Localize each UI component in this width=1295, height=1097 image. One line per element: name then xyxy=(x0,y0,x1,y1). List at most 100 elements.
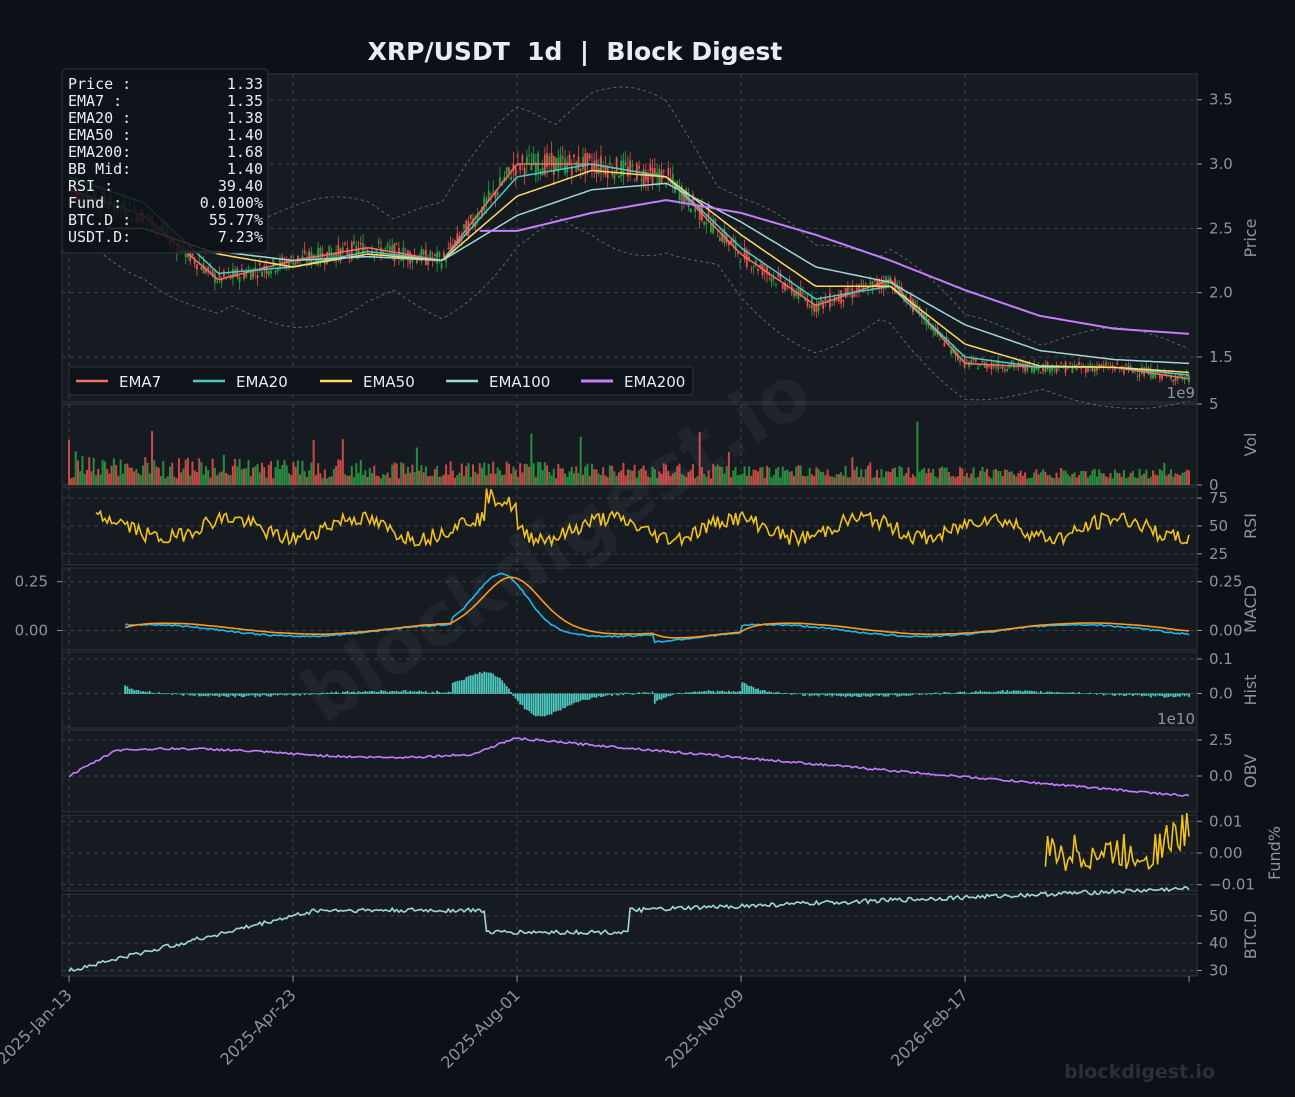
hist-bar xyxy=(337,692,340,694)
candle-body xyxy=(591,163,593,170)
info-value: 1.35 xyxy=(227,92,263,110)
candle-body xyxy=(656,172,658,177)
hist-bar xyxy=(532,693,535,716)
volume-bar xyxy=(1028,477,1031,485)
volume-bar xyxy=(624,475,627,485)
volume-bar xyxy=(665,464,668,485)
legend-label: EMA200 xyxy=(624,373,685,391)
volume-bar xyxy=(1100,473,1103,485)
btcd-ytick-label: 40 xyxy=(1209,934,1228,952)
volume-bar xyxy=(685,476,688,485)
candle-body xyxy=(568,155,571,165)
signal-line xyxy=(124,576,1190,639)
hist-bar xyxy=(929,693,932,695)
candle-body xyxy=(447,247,450,249)
candle-body xyxy=(835,298,838,302)
hist-bar xyxy=(1096,693,1098,695)
volume-bar xyxy=(436,465,439,485)
volume-bar xyxy=(1176,474,1179,485)
volume-bar xyxy=(772,475,775,485)
hist-bar xyxy=(1167,693,1170,697)
volume-bar xyxy=(348,475,351,485)
volume-bar xyxy=(539,461,542,485)
volume-bar xyxy=(653,469,656,485)
volume-bar xyxy=(344,474,347,485)
candle-body xyxy=(523,167,526,176)
volume-bar xyxy=(1069,476,1072,485)
volume-bar xyxy=(828,476,831,485)
hist-bar xyxy=(252,693,254,696)
hist-bar xyxy=(644,692,647,694)
candle-body xyxy=(456,233,459,243)
volume-bar xyxy=(1147,478,1150,485)
candle-body xyxy=(332,253,335,258)
hist-bar xyxy=(759,690,762,694)
hist-bar xyxy=(638,692,641,694)
volume-bar xyxy=(1149,476,1152,485)
candle-body xyxy=(611,172,614,175)
candle-body xyxy=(701,204,703,221)
volume-bar xyxy=(1060,467,1063,485)
volume-bar xyxy=(169,466,172,485)
candle-body xyxy=(308,251,311,260)
volume-bar xyxy=(945,467,948,485)
volume-bar xyxy=(1125,478,1128,485)
hist-bar xyxy=(579,693,582,701)
candle-body xyxy=(530,163,533,171)
hist-bar xyxy=(990,692,993,694)
obv-line xyxy=(68,737,1190,797)
hist-bar xyxy=(952,693,955,694)
hist-bar xyxy=(802,693,804,696)
hist-bar xyxy=(1188,693,1190,698)
corner-watermark: blockdigest.io xyxy=(1064,1061,1215,1083)
hist-bar xyxy=(885,693,887,697)
hist-bar xyxy=(745,684,748,694)
candle-body xyxy=(1172,379,1175,382)
candle-body xyxy=(914,301,917,306)
hist-bar xyxy=(1080,693,1083,694)
macd-ylabel: MACD xyxy=(1241,585,1260,633)
hist-bar xyxy=(1136,693,1139,696)
hist-bar xyxy=(1138,693,1141,696)
volume-bar xyxy=(929,472,932,485)
volume-bar xyxy=(900,467,903,485)
volume-bar xyxy=(292,462,295,485)
volume-bar xyxy=(898,465,901,485)
hist-bar xyxy=(447,691,450,694)
hist-bar xyxy=(265,693,268,696)
candle-body xyxy=(653,168,656,174)
hist-bar xyxy=(196,693,198,695)
candle-body xyxy=(288,261,290,269)
candle-body xyxy=(956,353,959,361)
volume-bar xyxy=(184,459,187,485)
volume-bar xyxy=(694,478,697,485)
hist-bar xyxy=(730,691,733,694)
volume-bar xyxy=(1039,472,1042,485)
hist-bar xyxy=(620,692,623,694)
volume-bar xyxy=(889,472,892,485)
volume-bar xyxy=(139,475,142,485)
hist-bar xyxy=(570,693,573,705)
volume-bar xyxy=(1170,469,1173,485)
volume-bar xyxy=(691,463,694,485)
volume-bar xyxy=(157,467,160,485)
hist-bar xyxy=(741,682,744,694)
volume-ylabel: Vol xyxy=(1241,433,1260,457)
volume-bar xyxy=(748,466,751,485)
volume-bar xyxy=(485,475,488,485)
candle-body xyxy=(1138,374,1141,377)
candle-body xyxy=(855,288,858,291)
candle-body xyxy=(238,276,241,282)
hist-bar xyxy=(844,693,847,698)
volume-bar xyxy=(599,475,602,485)
candle-body xyxy=(1039,372,1042,374)
candle-body xyxy=(499,177,501,186)
volume-bar xyxy=(97,468,100,485)
volume-bar xyxy=(593,469,596,485)
volume-bar xyxy=(788,471,791,485)
hist-bar xyxy=(332,692,335,694)
hist-bar xyxy=(530,693,533,714)
hist-bar xyxy=(959,691,961,694)
volume-bar xyxy=(375,475,378,485)
hist-bar xyxy=(653,693,656,704)
